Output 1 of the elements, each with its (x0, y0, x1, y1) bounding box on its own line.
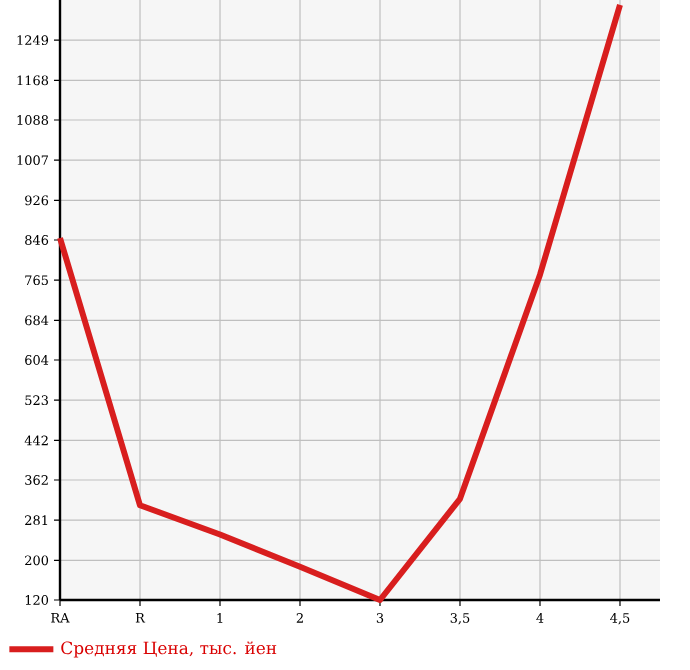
legend-label: Средняя Цена, тыс. йен (61, 641, 277, 658)
